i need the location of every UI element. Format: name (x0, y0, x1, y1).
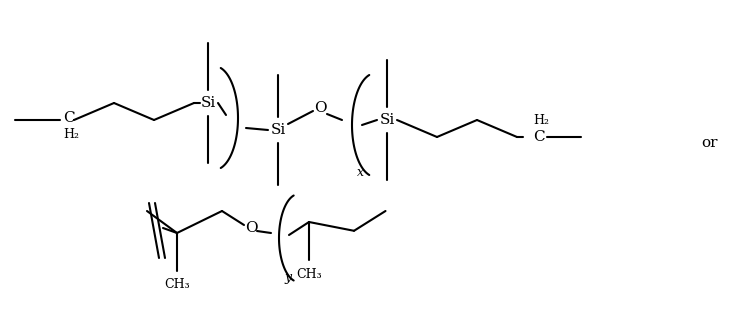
Text: Si: Si (380, 113, 395, 127)
Text: Si: Si (271, 123, 286, 137)
Text: O: O (245, 221, 257, 235)
Text: C: C (63, 111, 75, 125)
Text: O: O (314, 101, 327, 115)
Text: y: y (284, 272, 292, 284)
Text: x: x (357, 167, 364, 179)
Text: CH₃: CH₃ (296, 268, 322, 280)
Text: or: or (702, 136, 718, 150)
Text: H₂: H₂ (533, 114, 549, 128)
Text: CH₃: CH₃ (164, 278, 190, 292)
Text: C: C (533, 130, 544, 144)
Text: Si: Si (200, 96, 215, 110)
Text: H₂: H₂ (63, 129, 79, 141)
